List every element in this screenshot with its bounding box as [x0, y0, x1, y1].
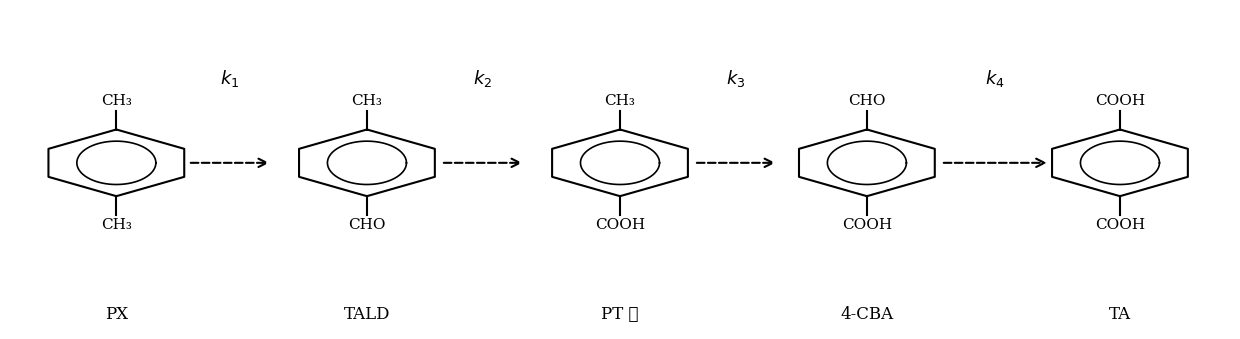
Text: COOH: COOH: [1095, 94, 1145, 108]
Text: COOH: COOH: [842, 218, 892, 232]
Text: CH₃: CH₃: [351, 94, 382, 108]
Text: $k_3$: $k_3$: [727, 68, 745, 89]
Text: CHO: CHO: [848, 94, 885, 108]
Text: CH₃: CH₃: [100, 218, 131, 232]
Text: COOH: COOH: [595, 218, 645, 232]
Text: PT 酸: PT 酸: [601, 306, 639, 323]
Text: $k_2$: $k_2$: [474, 68, 492, 89]
Text: PX: PX: [105, 306, 128, 323]
Text: TA: TA: [1109, 306, 1131, 323]
Text: CH₃: CH₃: [100, 94, 131, 108]
Text: COOH: COOH: [1095, 218, 1145, 232]
Text: CH₃: CH₃: [605, 94, 635, 108]
Text: 4-CBA: 4-CBA: [841, 306, 894, 323]
Text: CHO: CHO: [348, 218, 386, 232]
Text: $k_4$: $k_4$: [986, 68, 1006, 89]
Text: TALD: TALD: [343, 306, 391, 323]
Text: $k_1$: $k_1$: [221, 68, 239, 89]
